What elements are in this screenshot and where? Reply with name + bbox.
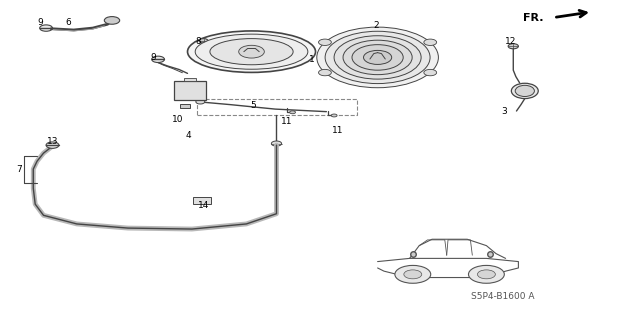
- Text: 10: 10: [172, 115, 184, 124]
- Circle shape: [424, 39, 436, 46]
- Circle shape: [404, 270, 422, 279]
- Text: 1: 1: [310, 55, 315, 63]
- Bar: [184, 78, 196, 81]
- Ellipse shape: [188, 31, 316, 72]
- Circle shape: [319, 39, 332, 46]
- Circle shape: [40, 25, 52, 31]
- Circle shape: [196, 100, 205, 104]
- Circle shape: [317, 27, 438, 88]
- Bar: [180, 104, 190, 108]
- Circle shape: [508, 44, 518, 49]
- Text: 7: 7: [17, 165, 22, 174]
- Circle shape: [334, 36, 421, 79]
- Circle shape: [46, 142, 59, 148]
- Circle shape: [199, 39, 208, 43]
- Circle shape: [343, 40, 412, 75]
- Circle shape: [468, 265, 504, 283]
- Ellipse shape: [195, 34, 308, 69]
- Text: 12: 12: [505, 37, 516, 46]
- Text: S5P4-B1600 A: S5P4-B1600 A: [470, 292, 534, 300]
- Text: FR.: FR.: [524, 12, 544, 23]
- Text: 11: 11: [332, 126, 344, 135]
- Text: 9: 9: [38, 18, 43, 27]
- Circle shape: [319, 70, 332, 76]
- Circle shape: [104, 17, 120, 24]
- Text: 4: 4: [186, 131, 191, 140]
- Circle shape: [424, 70, 436, 76]
- Circle shape: [395, 265, 431, 283]
- Text: 5: 5: [250, 101, 255, 110]
- Bar: [193, 197, 211, 204]
- Circle shape: [152, 56, 164, 63]
- Text: 2: 2: [374, 21, 379, 30]
- Text: 6: 6: [66, 18, 71, 27]
- Ellipse shape: [515, 85, 534, 97]
- Circle shape: [325, 31, 430, 84]
- Text: 11: 11: [281, 117, 292, 126]
- Text: 9: 9: [151, 53, 156, 62]
- Bar: [174, 81, 206, 100]
- Text: 14: 14: [198, 201, 209, 210]
- Text: 3: 3: [502, 107, 507, 116]
- Circle shape: [290, 111, 296, 114]
- Circle shape: [239, 45, 264, 58]
- Circle shape: [477, 270, 495, 279]
- Circle shape: [352, 45, 403, 70]
- Circle shape: [271, 141, 282, 146]
- Text: 13: 13: [47, 137, 58, 146]
- Circle shape: [332, 114, 337, 117]
- Text: 8: 8: [196, 37, 201, 46]
- Circle shape: [364, 50, 392, 64]
- Ellipse shape: [511, 83, 538, 99]
- Ellipse shape: [210, 39, 293, 65]
